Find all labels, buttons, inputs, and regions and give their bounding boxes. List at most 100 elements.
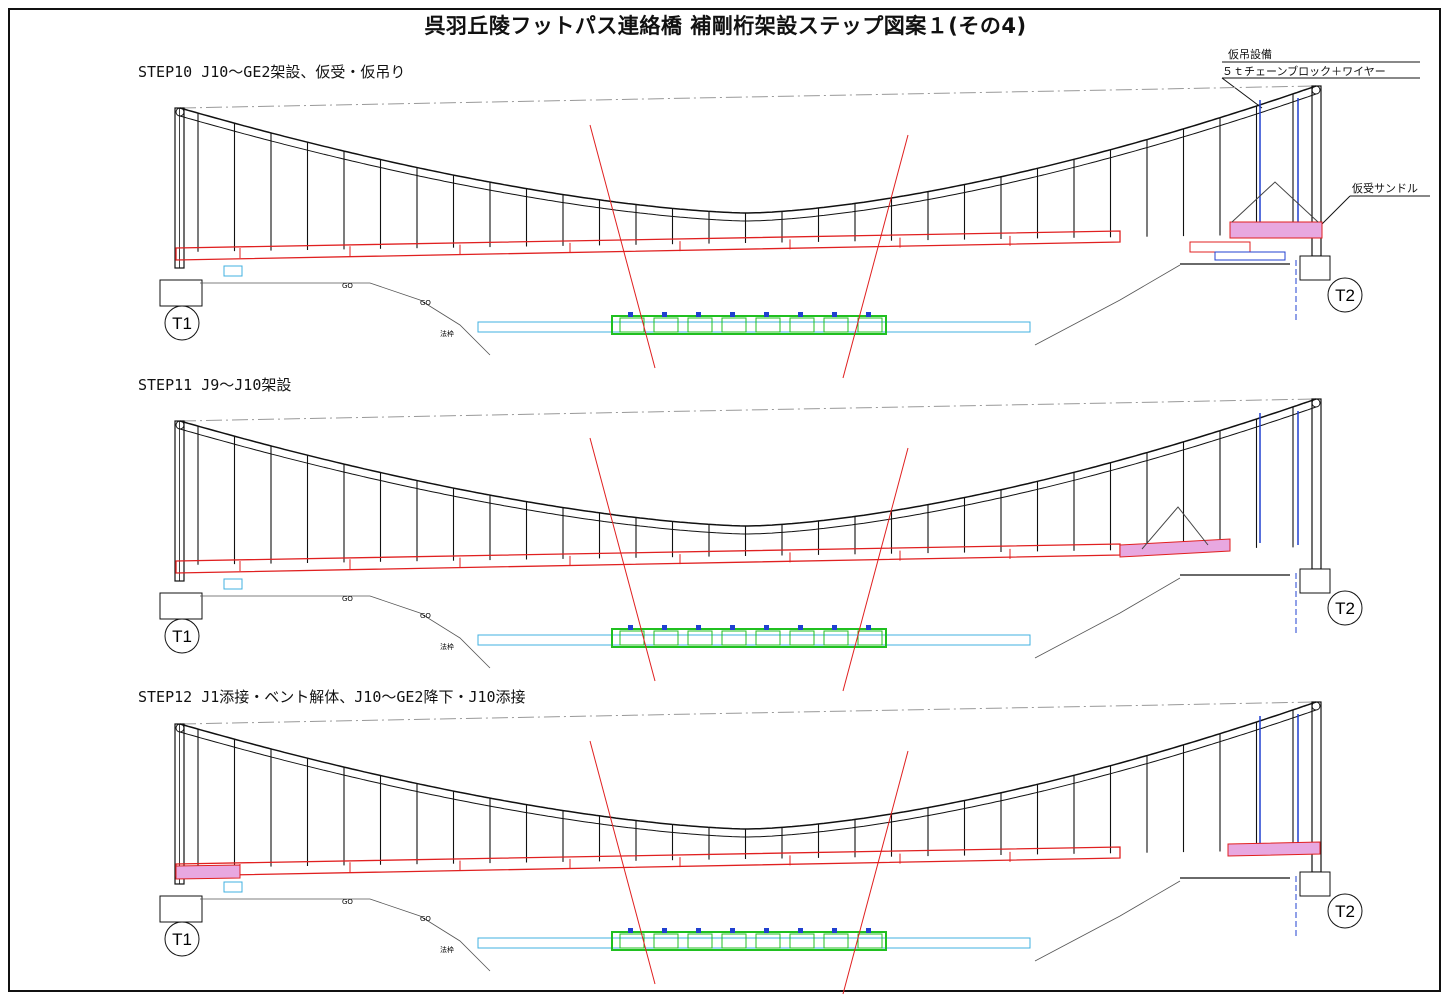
hanger-group <box>197 406 1294 565</box>
girder-segment-highlight-right <box>1227 841 1321 857</box>
girder-segment-highlight <box>1229 221 1323 239</box>
bent-bay <box>721 630 747 646</box>
bent-deck <box>477 937 1031 949</box>
section-line-right <box>842 447 909 692</box>
drawing-frame <box>8 8 1441 992</box>
bent-bay <box>755 630 781 646</box>
t1-label: T1 <box>172 930 192 949</box>
bent-jack <box>798 928 803 933</box>
bent-deck <box>477 321 1031 333</box>
secondary-cable <box>179 709 1317 838</box>
main-cable <box>179 398 1317 527</box>
bent-bay <box>789 630 815 646</box>
step12-diagram: T1 T2 GO GO 法枠 <box>159 701 1363 995</box>
bent-bay <box>687 630 713 646</box>
bent-bay <box>687 317 713 333</box>
tower-labels: T1 T2 <box>164 277 1363 341</box>
section-line-left <box>589 124 656 369</box>
tower-right <box>1295 398 1331 633</box>
girder-group <box>175 543 1121 574</box>
main-cable <box>179 85 1317 214</box>
saddle-left <box>175 420 185 430</box>
hanger-group <box>197 93 1294 252</box>
bent-bay <box>823 317 849 333</box>
t1-circle <box>164 618 200 654</box>
saddle-left <box>175 107 185 117</box>
saddle-right <box>1311 398 1321 408</box>
step11-diagram: T1 T2 GO GO 法枠 <box>159 398 1363 692</box>
erection-bent <box>223 265 1031 335</box>
bent-bay <box>653 933 679 949</box>
ground-line-right <box>1034 264 1181 346</box>
bent-frame <box>611 931 887 951</box>
bent-jack <box>730 928 735 933</box>
bent-jack <box>764 625 769 630</box>
bent-jack <box>866 312 871 317</box>
t1-circle <box>164 921 200 957</box>
girder-segment-highlight <box>1119 538 1231 558</box>
ground-profile <box>200 264 1181 356</box>
bent-bay <box>823 630 849 646</box>
ground-line-left <box>200 898 491 972</box>
bent-jack <box>662 625 667 630</box>
bent-jack <box>764 312 769 317</box>
t2-label: T2 <box>1335 286 1355 305</box>
reference-line <box>179 701 1317 725</box>
girder-group <box>175 846 1121 877</box>
bent-bay <box>755 933 781 949</box>
bent-bay <box>653 317 679 333</box>
bridge-elevation <box>159 701 1331 972</box>
stiffening-girder <box>175 230 1121 261</box>
bent-jack <box>832 625 837 630</box>
t2-circle <box>1327 893 1363 929</box>
section-line-left <box>589 437 656 682</box>
stiffening-girder <box>175 543 1121 574</box>
pier-right <box>1299 568 1331 594</box>
tower-right <box>1295 701 1331 936</box>
hoist-equipment <box>175 714 1321 880</box>
tower-labels: T1 T2 <box>164 590 1363 654</box>
t1-circle <box>164 305 200 341</box>
bent-jack <box>628 312 633 317</box>
go-label-1: GO <box>342 282 353 290</box>
slope-frame-label: 法枠 <box>440 329 454 338</box>
bridge-elevation <box>159 85 1331 356</box>
pier-left <box>159 895 203 923</box>
hoist-equipment <box>1180 98 1323 265</box>
ground-profile <box>200 880 1181 972</box>
bent-left-support <box>223 578 243 590</box>
bent-jack <box>866 928 871 933</box>
erection-bent <box>223 578 1031 648</box>
t2-label: T2 <box>1335 902 1355 921</box>
reference-line <box>179 398 1317 422</box>
bent-bay <box>721 317 747 333</box>
bent-jack <box>662 928 667 933</box>
main-cable <box>179 701 1317 830</box>
bent-jack <box>832 312 837 317</box>
tower-right-shaft <box>1311 398 1322 570</box>
bent-jack <box>730 312 735 317</box>
saddle-right <box>1311 85 1321 95</box>
step10-diagram: T1 T2 GO GO 法枠 <box>159 61 1430 379</box>
bent-bay <box>789 317 815 333</box>
saddle-right <box>1311 701 1321 711</box>
go-label-2: GO <box>420 299 431 307</box>
ground-profile <box>200 577 1181 669</box>
bent-jack <box>628 625 633 630</box>
slope-frame-label: 法枠 <box>440 945 454 954</box>
hoist-detail-label: ５ｔチェーンブロック＋ワイヤー <box>1222 65 1386 78</box>
bent-jack <box>696 928 701 933</box>
bent-bay <box>857 630 883 646</box>
girder-group <box>175 230 1121 261</box>
temp-hanger-frame <box>1231 181 1319 223</box>
go-label-1: GO <box>342 595 353 603</box>
bent-jack <box>696 625 701 630</box>
secondary-cable <box>179 406 1317 535</box>
bent-bay <box>687 933 713 949</box>
hoist-leader-diag <box>1221 77 1263 109</box>
bent-jack <box>866 625 871 630</box>
go-label-1: GO <box>342 898 353 906</box>
girder-segment-highlight-left <box>175 864 241 880</box>
ground-line-left <box>200 595 491 669</box>
section-line-right <box>842 134 909 379</box>
